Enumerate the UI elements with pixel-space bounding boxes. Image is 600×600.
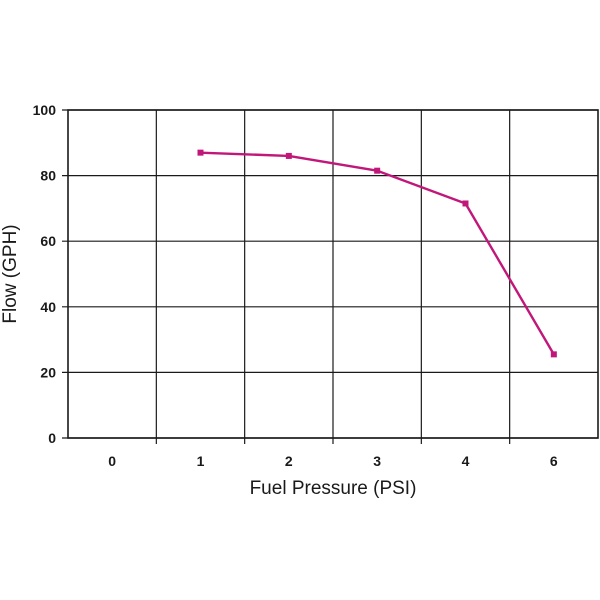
y-tick-label: 60: [40, 233, 56, 249]
y-tick-label: 20: [40, 364, 56, 380]
plot-frame: [67, 109, 599, 439]
x-tick-label: 0: [108, 453, 116, 469]
y-tick-label: 80: [40, 168, 56, 184]
data-point-marker: [374, 167, 381, 174]
x-tick-label: 6: [550, 453, 558, 469]
x-axis-title: Fuel Pressure (PSI): [250, 478, 417, 499]
tick-labels: 0 20 40 60 80 100 0 1 2 3 4 6: [33, 102, 558, 469]
series-layer: [197, 149, 557, 358]
grid-lines: [62, 109, 598, 444]
series-line: [200, 151, 555, 355]
data-point-marker: [462, 200, 469, 207]
y-tick-label: 0: [48, 430, 56, 446]
y-tick-label: 40: [40, 299, 56, 315]
data-point-marker: [197, 149, 204, 156]
y-axis-title: Flow (GPH): [0, 224, 21, 323]
data-point-marker: [550, 351, 557, 358]
x-tick-label: 3: [373, 453, 381, 469]
x-tick-label: 4: [462, 453, 470, 469]
data-point-marker: [285, 152, 292, 159]
y-tick-label: 100: [33, 102, 57, 118]
x-tick-label: 2: [285, 453, 293, 469]
x-tick-label: 1: [197, 453, 205, 469]
